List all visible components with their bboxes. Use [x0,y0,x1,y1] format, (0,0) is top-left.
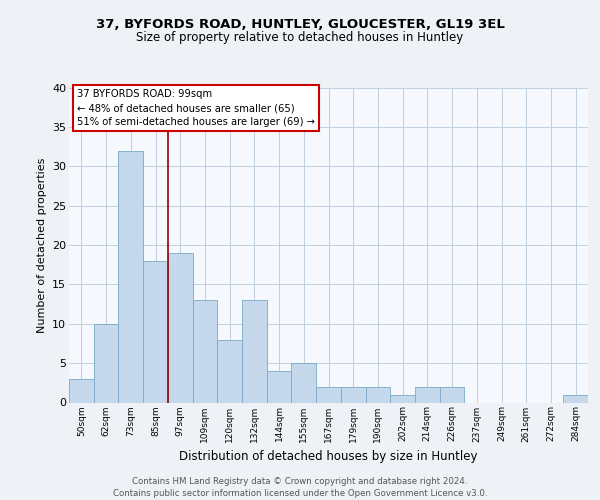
Bar [94,324,118,402]
Bar [118,150,143,402]
Bar [69,379,94,402]
Bar [563,394,588,402]
X-axis label: Distribution of detached houses by size in Huntley: Distribution of detached houses by size … [179,450,478,463]
Bar [341,387,365,402]
Bar [316,387,341,402]
Y-axis label: Number of detached properties: Number of detached properties [37,158,47,332]
Bar [193,300,217,402]
Text: Contains HM Land Registry data © Crown copyright and database right 2024.
Contai: Contains HM Land Registry data © Crown c… [113,476,487,498]
Bar [242,300,267,402]
Text: 37, BYFORDS ROAD, HUNTLEY, GLOUCESTER, GL19 3EL: 37, BYFORDS ROAD, HUNTLEY, GLOUCESTER, G… [95,18,505,30]
Text: Size of property relative to detached houses in Huntley: Size of property relative to detached ho… [136,31,464,44]
Bar [440,387,464,402]
Bar [168,253,193,402]
Bar [415,387,440,402]
Bar [390,394,415,402]
Bar [365,387,390,402]
Bar [292,363,316,403]
Bar [267,371,292,402]
Text: 37 BYFORDS ROAD: 99sqm
← 48% of detached houses are smaller (65)
51% of semi-det: 37 BYFORDS ROAD: 99sqm ← 48% of detached… [77,89,315,127]
Bar [217,340,242,402]
Bar [143,261,168,402]
